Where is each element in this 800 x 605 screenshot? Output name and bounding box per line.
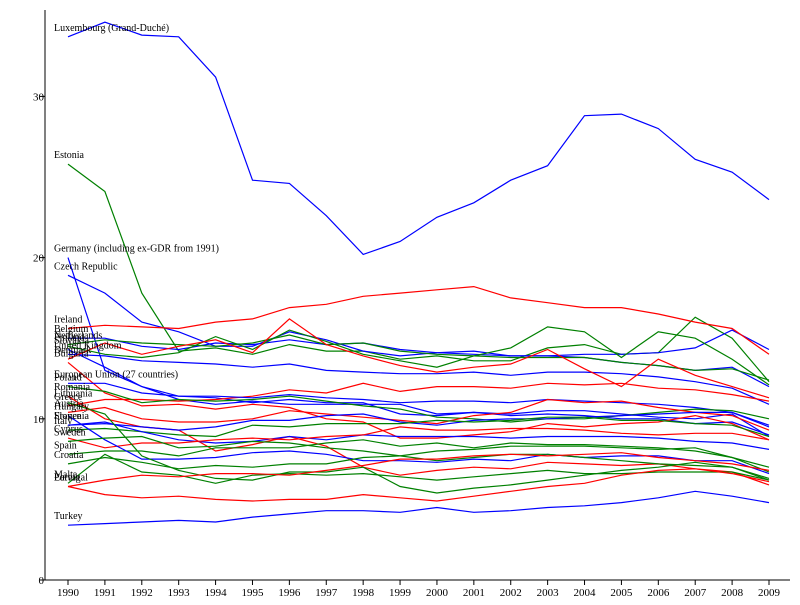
series-line-10 [67, 318, 770, 399]
series-line-27 [67, 445, 770, 470]
series-label-6: Netherlands [54, 331, 102, 342]
series-line-26 [67, 468, 770, 502]
x-tick-label: 2004 [574, 587, 597, 599]
series-label-2: Germany (including ex-GDR from 1991) [54, 244, 219, 255]
x-tick-label: 1993 [168, 587, 191, 599]
y-tick-label: 20 [33, 253, 45, 265]
x-tick-label: 2003 [537, 587, 560, 599]
x-tick-label: 1991 [94, 587, 116, 599]
series-line-12 [67, 361, 770, 441]
series-line-7 [67, 326, 770, 386]
y-tick-label: 30 [33, 91, 45, 103]
series-label-28: Portugal [54, 473, 88, 484]
series-label-5: Belgium [54, 324, 89, 335]
series-label-12: Bulgaria [54, 348, 89, 359]
x-tick-label: 1995 [241, 587, 264, 599]
series-label-15: Austria [54, 398, 84, 409]
series-label-10: Denmark [54, 345, 91, 356]
series-lines [67, 21, 770, 526]
series-label-29: Turkey [54, 511, 83, 522]
series-label-23: Hungary [54, 402, 89, 413]
series-label-14: Poland [54, 373, 82, 384]
series-line-4 [67, 285, 770, 355]
series-label-17: Slovenia [54, 411, 90, 422]
series-line-9 [67, 353, 770, 405]
x-tick-label: 1996 [278, 587, 301, 599]
series-label-1: Estonia [54, 150, 85, 161]
x-tick-label: 1990 [57, 587, 80, 599]
series-line-18 [67, 416, 770, 438]
series-line-23 [67, 415, 770, 475]
series-label-26: Latvia [54, 473, 80, 484]
series-label-19: Malta [54, 469, 78, 480]
series-line-20 [67, 421, 770, 450]
series-line-0 [67, 21, 770, 256]
series-line-29 [67, 490, 770, 526]
series-label-7: Finland [54, 332, 85, 343]
x-tick-label: 2008 [721, 587, 744, 599]
x-tick-label: 2009 [758, 587, 781, 599]
x-tick-label: 2005 [610, 587, 633, 599]
series-line-17 [67, 411, 770, 431]
y-tick-label: 10 [33, 414, 45, 426]
series-line-13 [68, 382, 770, 428]
series-line-22 [67, 426, 770, 449]
series-line-11 [67, 382, 770, 407]
x-tick-label: 1999 [389, 587, 412, 599]
x-tick-label: 2000 [426, 587, 449, 599]
series-labels: Luxembourg (Grand-Duché) Estonia Germany (… [54, 23, 219, 522]
series-label-3: Czech Republic [54, 261, 118, 272]
series-line-14 [67, 386, 770, 423]
series-label-21: Spain [54, 440, 77, 451]
tick-labels: 1990 1991 1992 1993 1994 1995 1996 1997 1998 1999… [33, 91, 781, 599]
series-line-21 [67, 439, 770, 473]
series-label-24: Sweden [54, 427, 86, 438]
series-label-16: Romania [54, 382, 91, 393]
x-tick-label: 1997 [315, 587, 338, 599]
series-label-22: Cyprus [54, 424, 83, 435]
series-line-28 [67, 452, 770, 488]
series-label-11: Greece [54, 392, 83, 403]
series-line-3 [67, 274, 770, 357]
series-line-25 [67, 402, 770, 494]
series-line-16 [67, 395, 770, 486]
series-label-18: Italy [54, 416, 72, 427]
series-label-9: United Kingdom [54, 340, 122, 351]
series-label-0: Luxembourg (Grand-Duché) [54, 23, 169, 34]
x-tick-label: 2001 [463, 587, 485, 599]
x-tick-label: 2002 [500, 587, 522, 599]
series-line-24 [67, 435, 770, 479]
x-tick-label: 2007 [684, 587, 707, 599]
series-label-27: Croatia [54, 450, 84, 461]
series-label-25: Lithuania [54, 389, 93, 400]
x-tick-label: 1992 [131, 587, 153, 599]
x-tick-label: 2006 [647, 587, 670, 599]
y-tick-label: 0 [39, 575, 45, 587]
x-tick-label: 1994 [205, 587, 228, 599]
series-label-20: France [54, 411, 82, 422]
series-label-4: Ireland [54, 315, 82, 326]
series-label-8: Slovakia [54, 335, 90, 346]
series-label-13: European Union (27 countries) [54, 369, 178, 380]
axes [40, 10, 790, 585]
x-tick-label: 1998 [352, 587, 375, 599]
